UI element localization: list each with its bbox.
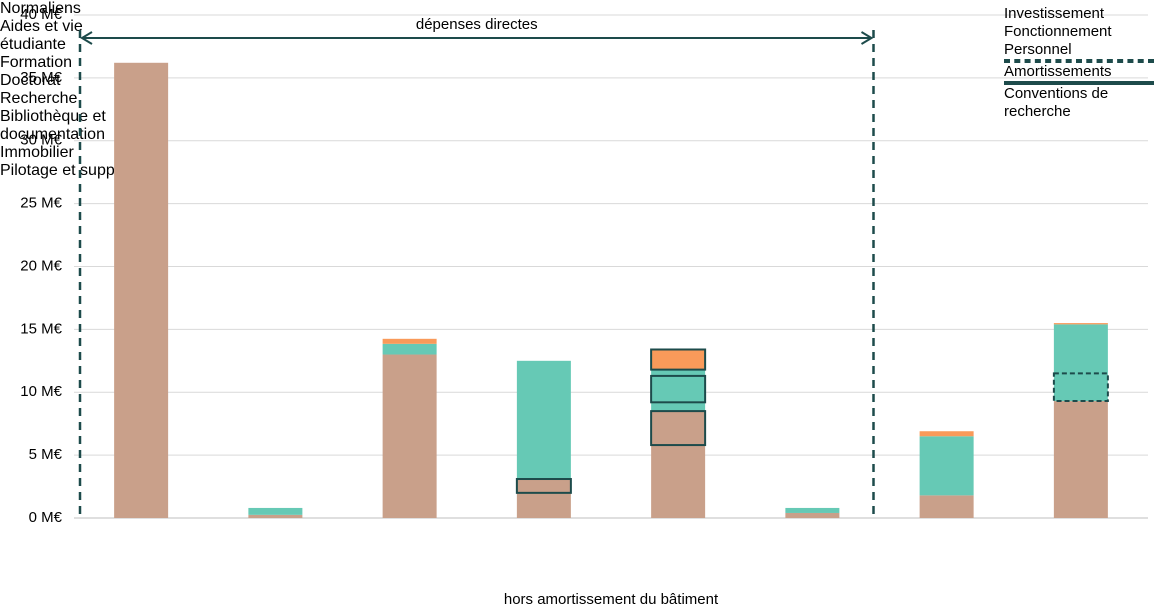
bar-segment xyxy=(919,495,974,518)
legend-label: Amortissements xyxy=(1004,63,1112,80)
y-tick-label: 5 M€ xyxy=(29,446,63,463)
y-tick-label: 10 M€ xyxy=(20,383,62,400)
y-tick-label: 0 M€ xyxy=(29,509,63,526)
legend-item: Investissement xyxy=(1004,5,1154,23)
legend-swatch xyxy=(1004,81,1154,85)
box-overlay xyxy=(1052,372,1109,403)
x-tick-label: Recherche xyxy=(0,90,78,107)
bar-segment xyxy=(114,62,169,518)
bar-segment xyxy=(785,512,840,518)
bar-segment xyxy=(1053,323,1108,325)
x-tick-label: Normaliens xyxy=(0,0,81,17)
bar-segment xyxy=(516,360,571,480)
legend-item: Fonctionnement xyxy=(1004,23,1154,41)
bar-segment xyxy=(785,507,840,513)
bar-segment xyxy=(919,431,974,437)
y-tick-label: 15 M€ xyxy=(20,320,62,337)
x-tick-label: Formation xyxy=(0,54,73,71)
legend-item: Conventions de recherche xyxy=(1004,81,1154,121)
bar-segment xyxy=(382,354,437,518)
y-tick-label: 20 M€ xyxy=(20,257,62,274)
bar-segment xyxy=(382,338,437,344)
bar-segment xyxy=(651,349,706,370)
box-overlay xyxy=(650,410,707,447)
legend-item: Personnel xyxy=(1004,41,1154,59)
bar-segment xyxy=(651,411,706,518)
y-tick-label: 25 M€ xyxy=(20,195,62,212)
x-tick-label: Doctorat xyxy=(0,72,61,89)
legend-swatch xyxy=(1004,59,1154,63)
bar-segment xyxy=(248,514,303,518)
bar-segment xyxy=(382,343,437,355)
box-overlay xyxy=(650,348,707,371)
bar-segment xyxy=(919,436,974,496)
legend: Investissement Fonctionnement Personnel Amo… xyxy=(1004,5,1154,121)
box-overlay xyxy=(515,478,572,494)
arrow-head xyxy=(80,31,93,45)
box-overlay xyxy=(650,374,707,404)
y-tick-label: 40 M€ xyxy=(20,6,62,23)
x-axis-title: hors amortissement du bâtiment xyxy=(504,591,719,608)
x-tick-label: Immobilier xyxy=(0,144,74,161)
y-tick-label: 30 M€ xyxy=(20,132,62,149)
legend-label: Fonctionnement xyxy=(1004,23,1112,40)
bar-segment xyxy=(248,507,303,515)
legend-item: Amortissements xyxy=(1004,59,1154,81)
bar-segment xyxy=(516,479,571,518)
legend-label: Personnel xyxy=(1004,41,1072,58)
legend-label: Conventions de recherche xyxy=(1004,85,1109,120)
x-tick-label: Pilotage et support xyxy=(0,162,134,179)
arrow-head xyxy=(860,31,874,45)
y-tick-label: 35 M€ xyxy=(20,69,62,86)
x-tick-label: Aides et vie étudiante xyxy=(0,18,83,53)
annotation: dépenses directes xyxy=(416,16,538,33)
bar-segment xyxy=(1053,324,1108,402)
bar-segment xyxy=(1053,401,1108,518)
legend-label: Investissement xyxy=(1004,5,1105,22)
